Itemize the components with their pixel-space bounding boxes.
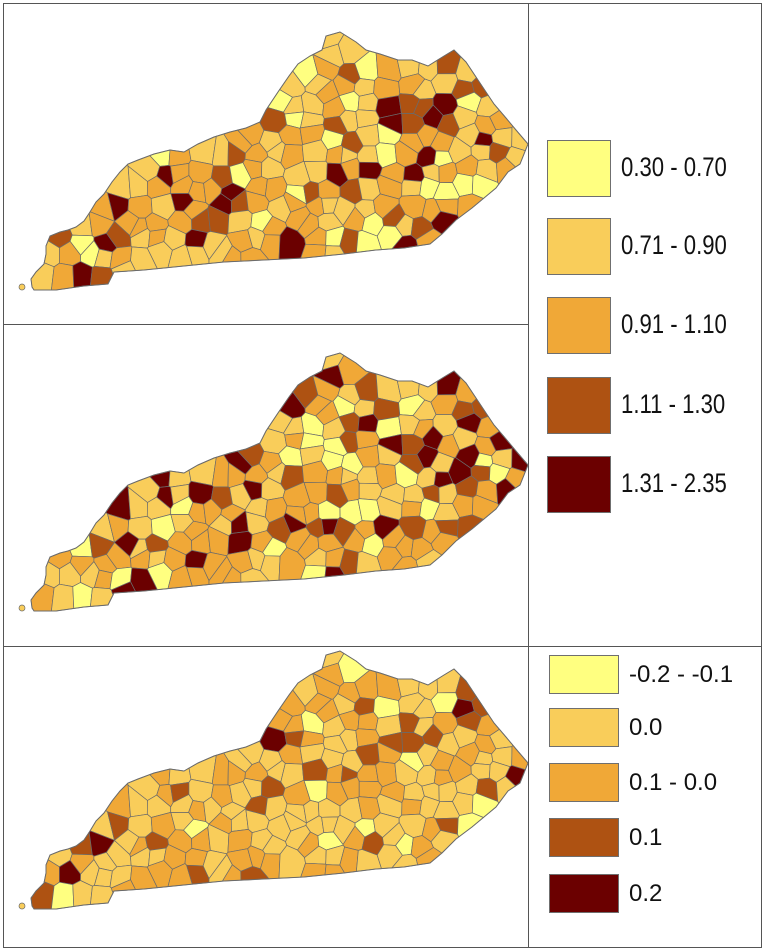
county xyxy=(457,812,485,838)
county xyxy=(69,831,93,856)
county xyxy=(18,604,26,612)
county xyxy=(90,885,114,905)
map-panel-bottom xyxy=(3,646,529,948)
legend-swatch xyxy=(547,377,611,434)
legend-label: 0.71 - 0.90 xyxy=(621,230,727,260)
county xyxy=(401,179,422,197)
legend-label: 0.0 xyxy=(629,714,663,741)
county-map-middle xyxy=(18,352,529,612)
counties xyxy=(18,352,529,612)
county xyxy=(357,92,379,112)
county xyxy=(401,500,422,518)
county xyxy=(51,881,75,910)
county xyxy=(51,583,75,612)
legend-swatch xyxy=(549,874,619,913)
county xyxy=(30,262,55,291)
county xyxy=(18,283,26,291)
legend-swatch xyxy=(547,218,611,275)
county xyxy=(357,413,379,433)
legend-label: -0.2 - -0.1 xyxy=(629,661,734,688)
map-panel-middle xyxy=(3,324,529,647)
counties xyxy=(18,31,529,291)
legend-swatch xyxy=(547,456,611,513)
legend-swatch xyxy=(549,655,619,694)
county xyxy=(51,262,75,291)
map-panel-top xyxy=(3,3,529,325)
legend-label: 1.31 - 2.35 xyxy=(621,468,727,498)
county xyxy=(69,212,93,237)
county xyxy=(357,711,379,731)
county xyxy=(401,798,422,816)
legend-label: 0.91 - 1.10 xyxy=(621,309,727,339)
legend-swatch xyxy=(547,297,611,354)
county xyxy=(188,135,217,165)
state-outline xyxy=(30,31,529,291)
county xyxy=(30,881,55,910)
county xyxy=(69,533,93,558)
county xyxy=(457,193,485,219)
legend-swatch xyxy=(549,708,619,747)
state-outline xyxy=(30,650,529,910)
county xyxy=(90,587,114,607)
county xyxy=(90,266,114,286)
legend-swatch xyxy=(549,818,619,857)
county xyxy=(457,514,485,540)
counties xyxy=(18,650,529,910)
county xyxy=(30,583,55,612)
legend-swatch xyxy=(549,763,619,802)
legend-label: 0.1 xyxy=(629,824,663,851)
county-map-bottom xyxy=(18,650,529,910)
legend-label: 0.1 - 0.0 xyxy=(629,769,718,796)
legend-label: 1.11 - 1.30 xyxy=(621,389,726,419)
legend-label: 0.2 xyxy=(629,880,663,907)
legend-swatch xyxy=(547,140,611,197)
county xyxy=(188,456,217,486)
legend-label: 0.30 - 0.70 xyxy=(621,152,727,182)
county xyxy=(188,754,217,784)
county-map-top xyxy=(18,31,529,291)
state-outline xyxy=(30,352,529,612)
county xyxy=(18,902,26,910)
